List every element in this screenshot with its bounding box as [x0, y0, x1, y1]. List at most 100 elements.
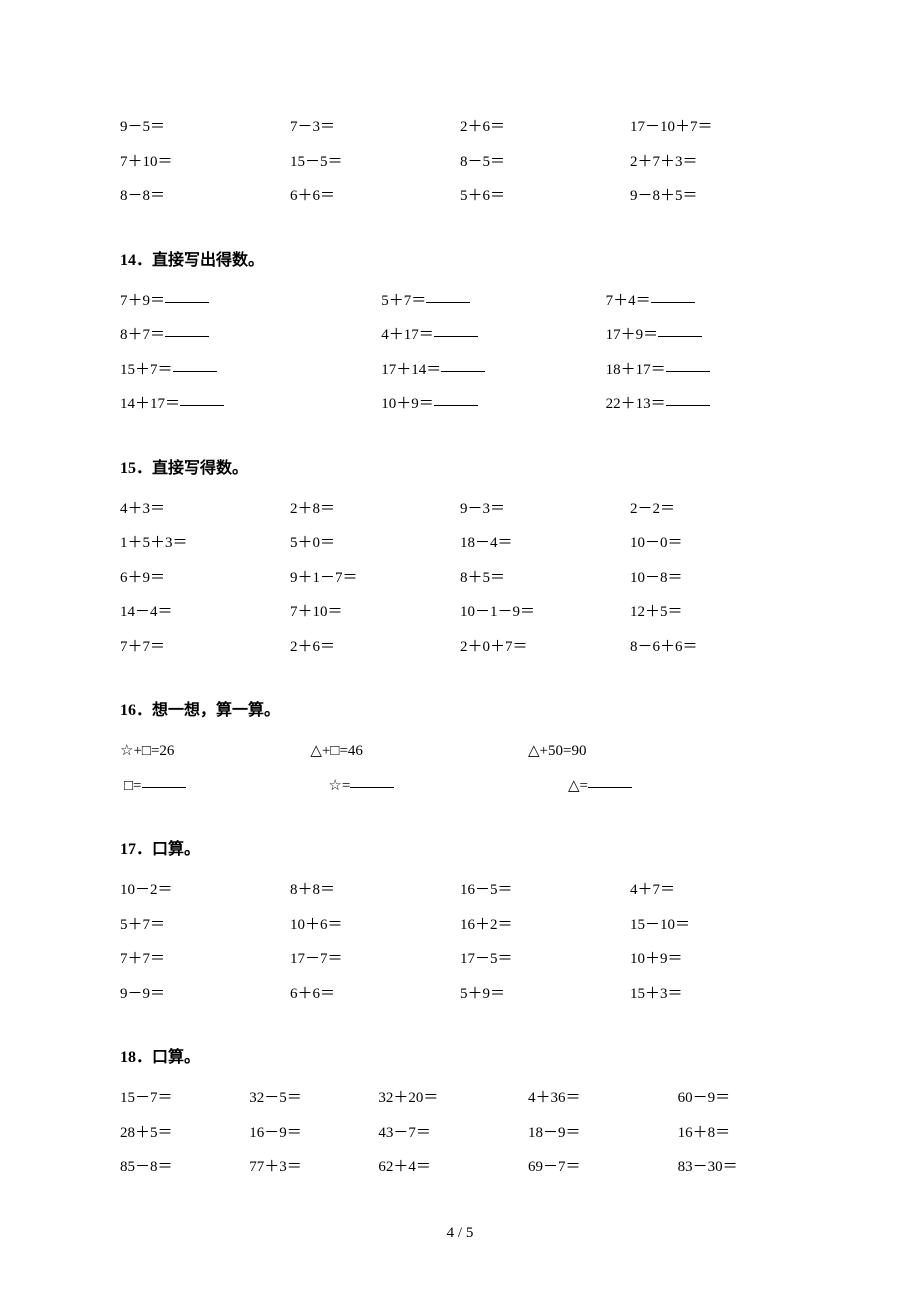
math-cell: 15－7＝ [120, 1081, 249, 1116]
math-cell: 18＋17＝ [576, 353, 800, 388]
math-cell: 22＋13＝ [576, 387, 800, 422]
expr: 22＋13＝ [606, 396, 666, 412]
section-14: 14．直接写出得数。 7＋9＝ 5＋7＝ 7＋4＝ 8＋7＝ 4＋17＝ 17＋… [120, 246, 800, 422]
page-footer: 4 / 5 [0, 1225, 920, 1242]
math-cell: △+□=46 [310, 734, 528, 769]
math-cell: 16－9＝ [249, 1116, 378, 1151]
expr: 17＋9＝ [606, 327, 659, 343]
math-cell: 6＋6＝ [290, 179, 460, 214]
blank [588, 773, 632, 788]
math-cell: 5＋6＝ [460, 179, 630, 214]
math-cell: 77＋3＝ [249, 1150, 378, 1185]
math-cell: ☆= [310, 769, 528, 804]
section-16: 16．想一想，算一算。 ☆+□=26 △+□=46 △+50=90 □= ☆= … [120, 696, 800, 803]
table-row: 5＋7＝ 10＋6＝ 16＋2＝ 15－10＝ [120, 908, 800, 943]
table-row: 15＋7＝ 17＋14＝ 18＋17＝ [120, 353, 800, 388]
blank [434, 322, 478, 337]
expr: 15＋7＝ [120, 362, 173, 378]
expr: 7＋9＝ [120, 293, 165, 309]
table-row: 14＋17＝ 10＋9＝ 22＋13＝ [120, 387, 800, 422]
math-cell: 7＋7＝ [120, 942, 290, 977]
section-18: 18．口算。 15－7＝ 32－5＝ 32＋20＝ 4＋36＝ 60－9＝ 28… [120, 1043, 800, 1185]
math-cell: 16＋8＝ [678, 1116, 800, 1151]
math-cell: 7＋10＝ [120, 145, 290, 180]
math-cell: 9－5＝ [120, 110, 290, 145]
expr: 4＋17＝ [381, 327, 434, 343]
math-cell: 9－9＝ [120, 977, 290, 1012]
math-cell: 10－1－9＝ [460, 595, 630, 630]
table-row: 6＋9＝ 9＋1－7＝ 8＋5＝ 10－8＝ [120, 561, 800, 596]
table-row: 8＋7＝ 4＋17＝ 17＋9＝ [120, 318, 800, 353]
blank [441, 357, 485, 372]
math-cell: 6＋6＝ [290, 977, 460, 1012]
expr: 7＋4＝ [606, 293, 651, 309]
expr: ☆= [328, 778, 350, 794]
table-row: 10－2＝ 8＋8＝ 16－5＝ 4＋7＝ [120, 873, 800, 908]
table-row: 85－8＝ 77＋3＝ 62＋4＝ 69－7＝ 83－30＝ [120, 1150, 800, 1185]
math-cell: 7＋7＝ [120, 630, 290, 665]
expr: 14＋17＝ [120, 396, 180, 412]
table-row: 8－8＝ 6＋6＝ 5＋6＝ 9－8＋5＝ [120, 179, 800, 214]
math-cell: 9－8＋5＝ [630, 179, 800, 214]
math-cell: 8＋7＝ [120, 318, 351, 353]
math-cell: 10＋9＝ [351, 387, 575, 422]
math-cell: 8－8＝ [120, 179, 290, 214]
blank [426, 288, 470, 303]
expr: 10＋9＝ [381, 396, 434, 412]
math-cell: ☆+□=26 [120, 734, 310, 769]
math-cell: 10＋6＝ [290, 908, 460, 943]
math-cell: □= [120, 769, 310, 804]
math-cell: 16＋2＝ [460, 908, 630, 943]
math-cell: 18－4＝ [460, 526, 630, 561]
expr: 5＋7＝ [381, 293, 426, 309]
math-cell: 9＋1－7＝ [290, 561, 460, 596]
math-cell: 17－5＝ [460, 942, 630, 977]
math-cell: 4＋3＝ [120, 492, 290, 527]
math-cell: 8－5＝ [460, 145, 630, 180]
table-row: 9－5＝ 7－3＝ 2＋6＝ 17－10＋7＝ [120, 110, 800, 145]
math-cell: 10－2＝ [120, 873, 290, 908]
math-cell: 15＋7＝ [120, 353, 351, 388]
math-cell: 2＋8＝ [290, 492, 460, 527]
table-row: 7＋10＝ 15－5＝ 8－5＝ 2＋7＋3＝ [120, 145, 800, 180]
expr: 8＋7＝ [120, 327, 165, 343]
table-row: 4＋3＝ 2＋8＝ 9－3＝ 2－2＝ [120, 492, 800, 527]
section-heading: 18．口算。 [120, 1043, 800, 1067]
blank [165, 322, 209, 337]
table-row: 7＋7＝ 2＋6＝ 2＋0＋7＝ 8－6＋6＝ [120, 630, 800, 665]
blank [658, 322, 702, 337]
table-row: □= ☆= △= [120, 769, 800, 804]
math-cell: 32－5＝ [249, 1081, 378, 1116]
math-cell: 32＋20＝ [378, 1081, 528, 1116]
math-cell: 17－10＋7＝ [630, 110, 800, 145]
section-heading: 17．口算。 [120, 835, 800, 859]
math-cell: 62＋4＝ [378, 1150, 528, 1185]
math-cell: 8＋8＝ [290, 873, 460, 908]
math-cell: 10－8＝ [630, 561, 800, 596]
math-cell: 2＋6＝ [460, 110, 630, 145]
math-cell: 17＋9＝ [576, 318, 800, 353]
table-row: 7＋7＝ 17－7＝ 17－5＝ 10＋9＝ [120, 942, 800, 977]
table-row: 15－7＝ 32－5＝ 32＋20＝ 4＋36＝ 60－9＝ [120, 1081, 800, 1116]
math-cell: 4＋7＝ [630, 873, 800, 908]
math-cell: 5＋9＝ [460, 977, 630, 1012]
section-17: 17．口算。 10－2＝ 8＋8＝ 16－5＝ 4＋7＝ 5＋7＝ 10＋6＝ … [120, 835, 800, 1011]
section-15: 15．直接写得数。 4＋3＝ 2＋8＝ 9－3＝ 2－2＝ 1＋5＋3＝ 5＋0… [120, 454, 800, 665]
blank [651, 288, 695, 303]
blank [142, 773, 186, 788]
blank [165, 288, 209, 303]
math-cell: 8－6＋6＝ [630, 630, 800, 665]
math-cell: 10－0＝ [630, 526, 800, 561]
math-cell: 2＋7＋3＝ [630, 145, 800, 180]
table-row: 1＋5＋3＝ 5＋0＝ 18－4＝ 10－0＝ [120, 526, 800, 561]
blank [666, 357, 710, 372]
math-cell: 28＋5＝ [120, 1116, 249, 1151]
math-cell: 14－4＝ [120, 595, 290, 630]
table-row: 9－9＝ 6＋6＝ 5＋9＝ 15＋3＝ [120, 977, 800, 1012]
math-cell: 4＋17＝ [351, 318, 575, 353]
blank [173, 357, 217, 372]
math-cell: 16－5＝ [460, 873, 630, 908]
math-cell: 69－7＝ [528, 1150, 678, 1185]
expr: 18＋17＝ [606, 362, 666, 378]
math-cell: 7－3＝ [290, 110, 460, 145]
